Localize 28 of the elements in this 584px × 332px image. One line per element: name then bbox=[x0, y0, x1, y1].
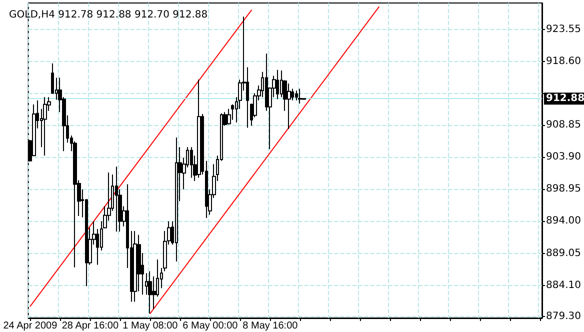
ref-line-label: 912.88 bbox=[546, 93, 584, 104]
x-tick-label: 8 May 16:00 bbox=[242, 320, 298, 332]
candlestick bbox=[295, 90, 298, 101]
candlestick bbox=[133, 230, 137, 302]
x-tick-label: 24 Apr 2009 bbox=[3, 320, 58, 332]
y-tick-label: 884.10 bbox=[546, 280, 582, 292]
y-tick-label: 889.05 bbox=[546, 248, 582, 259]
y-tick-label: 903.90 bbox=[546, 151, 582, 162]
y-tick-label: 879.30 bbox=[546, 311, 582, 322]
candlestick bbox=[175, 136, 178, 262]
candlestick bbox=[43, 96, 47, 156]
text: GOLD,H4 912.78 912.88 912.70 912.88 bbox=[9, 10, 208, 20]
y-tick-label: 894.00 bbox=[546, 216, 582, 227]
y-tick-label: 923.55 bbox=[546, 24, 582, 35]
candlestick bbox=[276, 69, 279, 100]
y-tick-label: 898.95 bbox=[546, 184, 582, 195]
candlestick bbox=[148, 270, 152, 314]
candlestick bbox=[115, 166, 118, 232]
candlestick bbox=[298, 88, 302, 104]
candlestick bbox=[287, 83, 291, 130]
x-tick-label: 6 May 00:00 bbox=[182, 320, 238, 332]
candlestick bbox=[227, 108, 231, 125]
x-tick-label: 28 Apr 16:00 bbox=[62, 320, 119, 332]
candlestick bbox=[197, 79, 201, 178]
x-tick-label: 1 May 08:00 bbox=[122, 320, 178, 332]
y-tick-label: 918.60 bbox=[546, 56, 582, 67]
candlestick bbox=[190, 146, 193, 178]
y-tick-label: 908.85 bbox=[546, 119, 582, 130]
